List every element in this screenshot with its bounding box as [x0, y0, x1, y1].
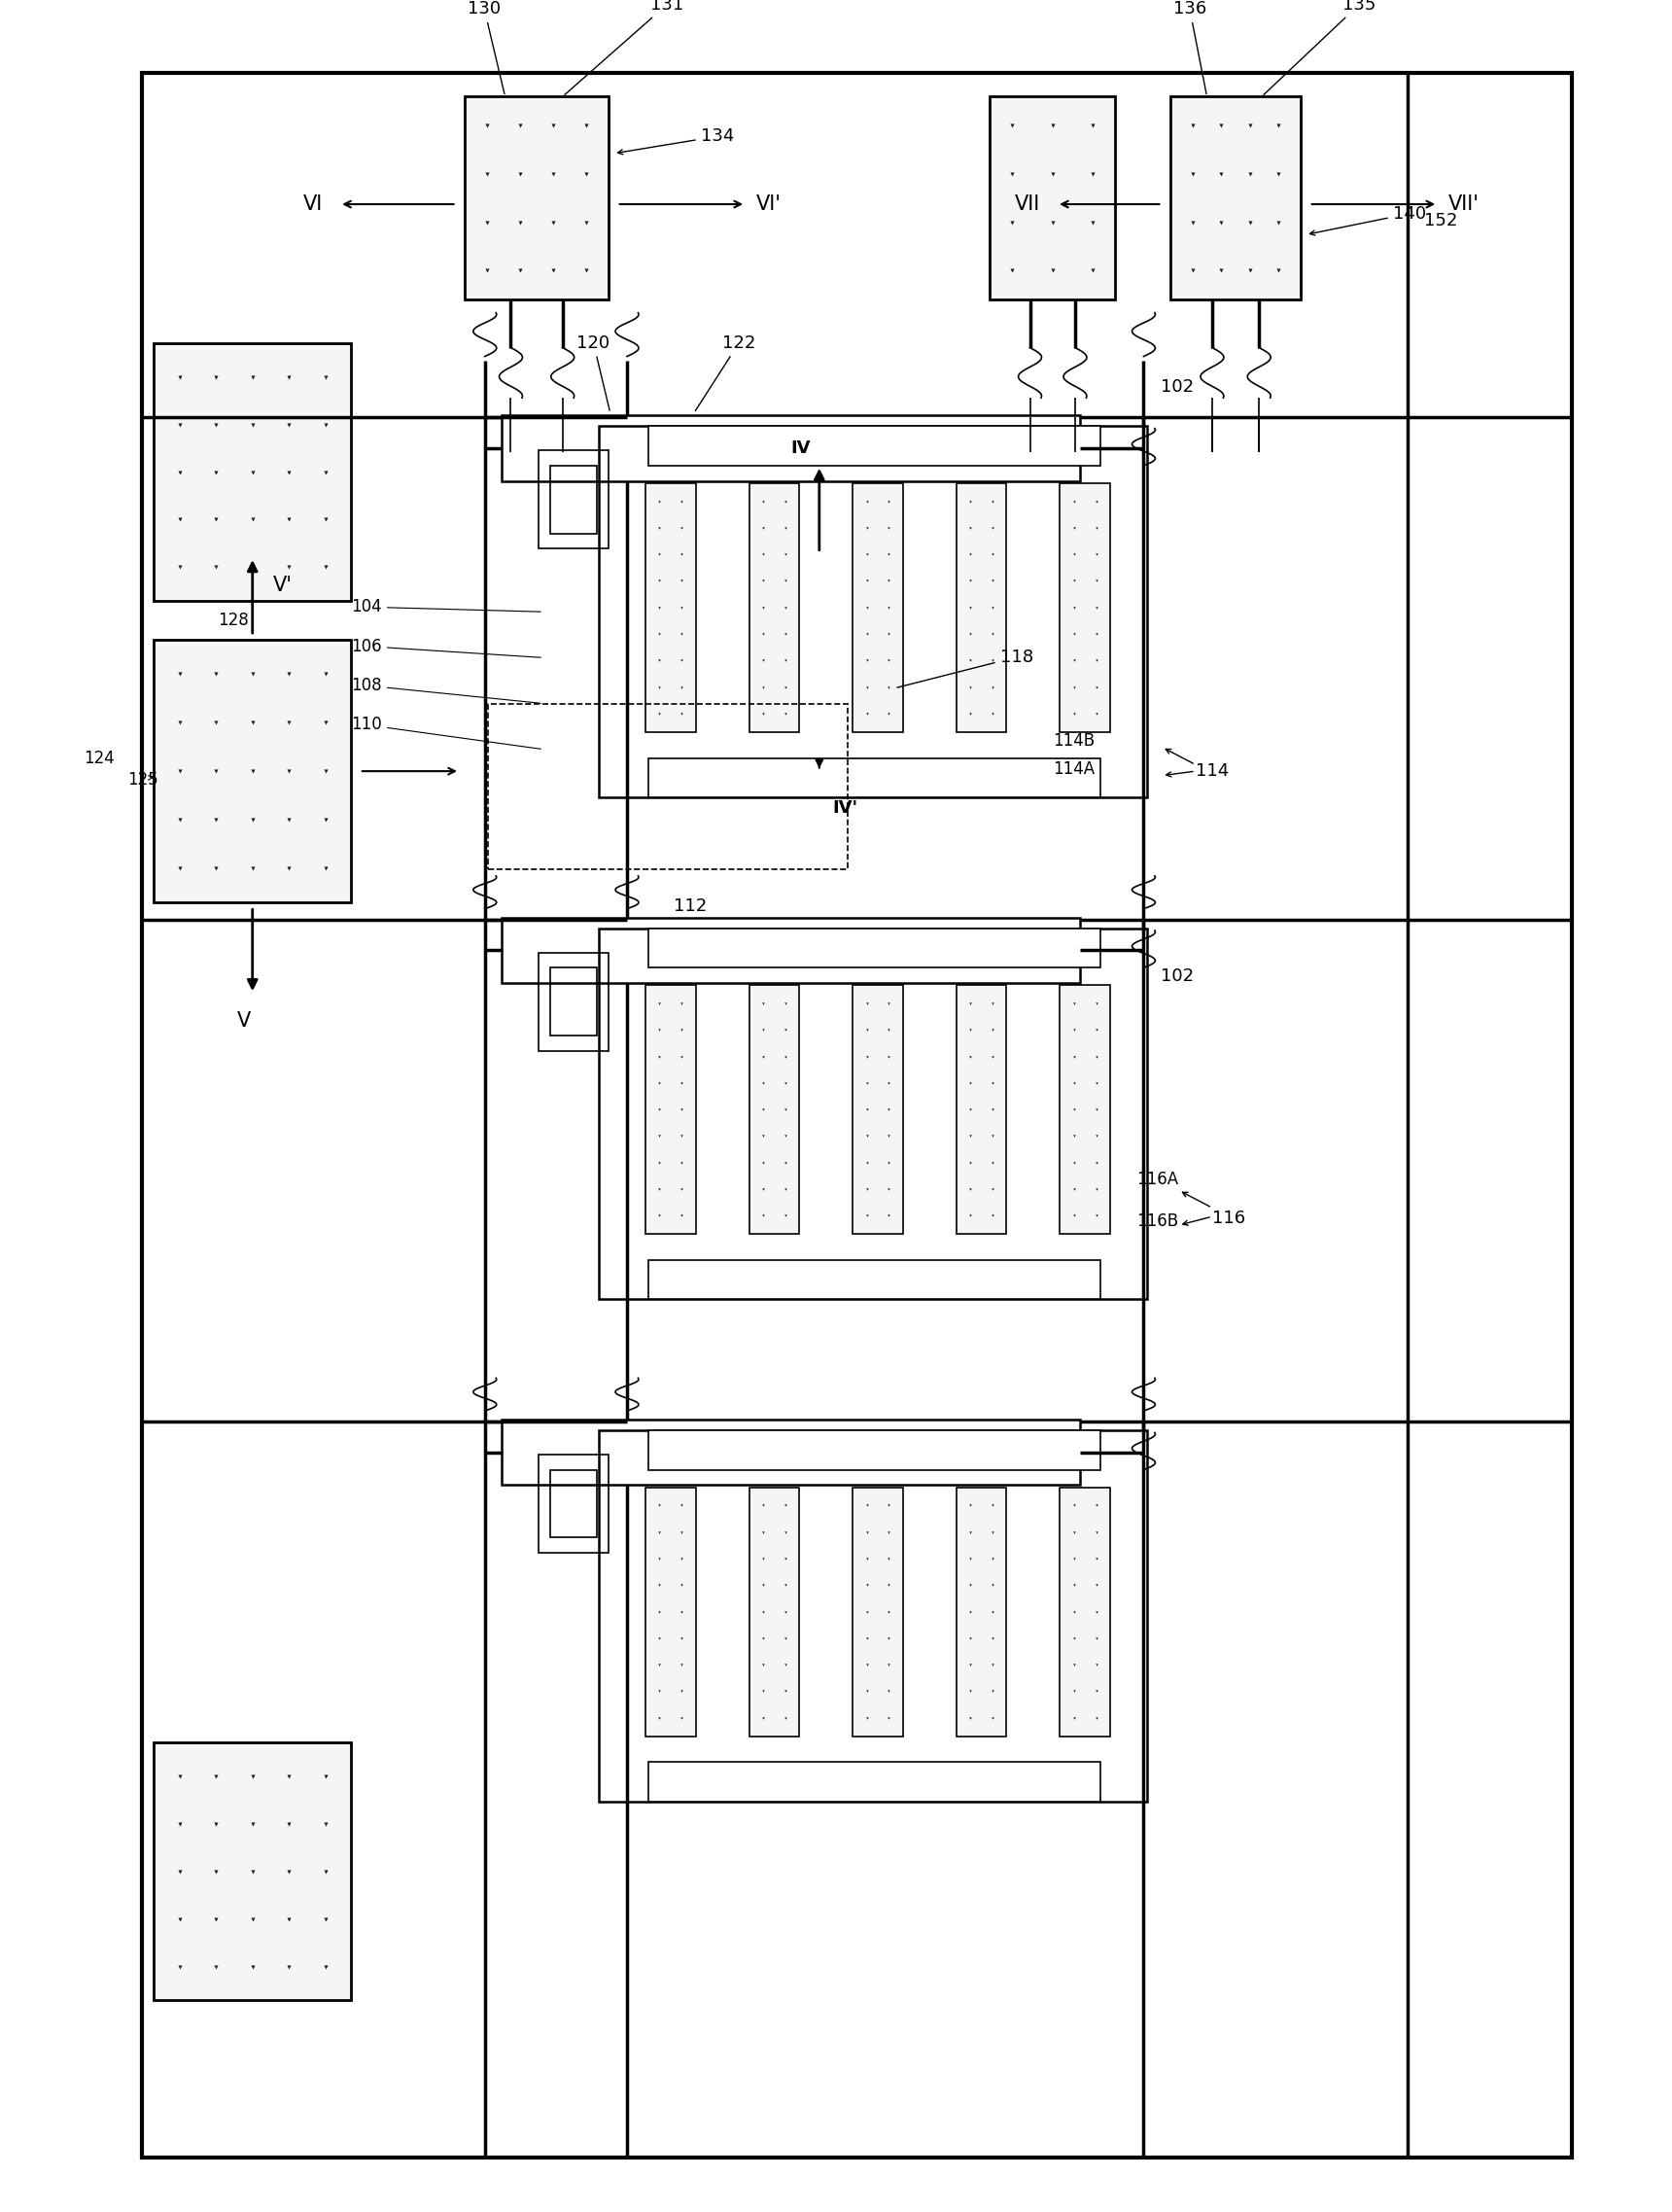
Text: 122: 122 — [696, 334, 756, 411]
Bar — [154, 1743, 351, 2000]
Text: IV': IV' — [833, 799, 858, 816]
Bar — [956, 984, 1007, 1234]
Text: 102: 102 — [1160, 967, 1194, 984]
Bar — [550, 467, 597, 533]
Bar — [1060, 1486, 1110, 1736]
Bar — [645, 482, 696, 732]
Text: 118: 118 — [898, 648, 1033, 688]
Text: VI': VI' — [756, 195, 781, 215]
Text: 128: 128 — [219, 613, 249, 628]
Bar — [465, 97, 609, 299]
Bar — [853, 482, 903, 732]
Bar — [956, 1486, 1007, 1736]
Text: 116A: 116A — [1137, 1170, 1179, 1188]
Bar — [599, 427, 1147, 796]
Bar — [853, 984, 903, 1234]
Bar — [599, 1431, 1147, 1801]
Bar — [1170, 97, 1301, 299]
Bar — [749, 984, 799, 1234]
Bar — [649, 929, 1100, 967]
Bar — [749, 482, 799, 732]
Text: 125: 125 — [127, 772, 157, 790]
Text: 108: 108 — [351, 677, 540, 703]
Bar — [502, 1420, 1080, 1484]
Bar — [154, 639, 351, 902]
Text: 130: 130 — [468, 0, 505, 93]
Text: VI: VI — [303, 195, 323, 215]
Text: 116: 116 — [1212, 1210, 1246, 1228]
Text: VII': VII' — [1448, 195, 1480, 215]
Bar — [488, 703, 848, 869]
Text: 110: 110 — [351, 717, 540, 750]
Bar — [749, 1486, 799, 1736]
Bar — [550, 1471, 597, 1537]
Bar — [1060, 482, 1110, 732]
Text: 106: 106 — [351, 637, 540, 657]
Text: 116B: 116B — [1137, 1212, 1179, 1230]
Bar — [502, 918, 1080, 982]
Bar — [990, 97, 1115, 299]
Bar — [649, 1261, 1100, 1298]
Bar — [538, 953, 609, 1051]
Text: 135: 135 — [1264, 0, 1376, 95]
Bar — [645, 984, 696, 1234]
Bar — [599, 929, 1147, 1298]
Text: V: V — [237, 1011, 251, 1031]
Bar — [1060, 984, 1110, 1234]
Text: 102: 102 — [1160, 378, 1194, 396]
Text: 136: 136 — [1174, 0, 1207, 93]
Text: V': V' — [273, 575, 293, 595]
Text: 120: 120 — [577, 334, 610, 411]
Text: 114B: 114B — [1053, 732, 1095, 750]
Text: 114A: 114A — [1053, 761, 1095, 779]
Bar — [649, 759, 1100, 796]
Bar — [538, 1455, 609, 1553]
Text: VII: VII — [1015, 195, 1040, 215]
Bar — [649, 1431, 1100, 1469]
Text: 124: 124 — [84, 750, 114, 768]
Bar — [142, 73, 1572, 2157]
Bar — [645, 1486, 696, 1736]
Text: 104: 104 — [351, 597, 540, 615]
Bar — [502, 416, 1080, 480]
Text: 134: 134 — [617, 128, 734, 155]
Text: 131: 131 — [565, 0, 684, 95]
Bar — [550, 969, 597, 1035]
Bar — [649, 1763, 1100, 1801]
Bar — [154, 343, 351, 602]
Bar — [538, 451, 609, 549]
Bar — [956, 482, 1007, 732]
Text: 152: 152 — [1425, 212, 1458, 230]
Text: IV: IV — [791, 440, 811, 458]
Bar — [853, 1486, 903, 1736]
Text: 140: 140 — [1309, 206, 1426, 234]
Text: 114: 114 — [1195, 763, 1229, 781]
Text: 112: 112 — [674, 898, 707, 916]
Bar — [649, 427, 1100, 465]
